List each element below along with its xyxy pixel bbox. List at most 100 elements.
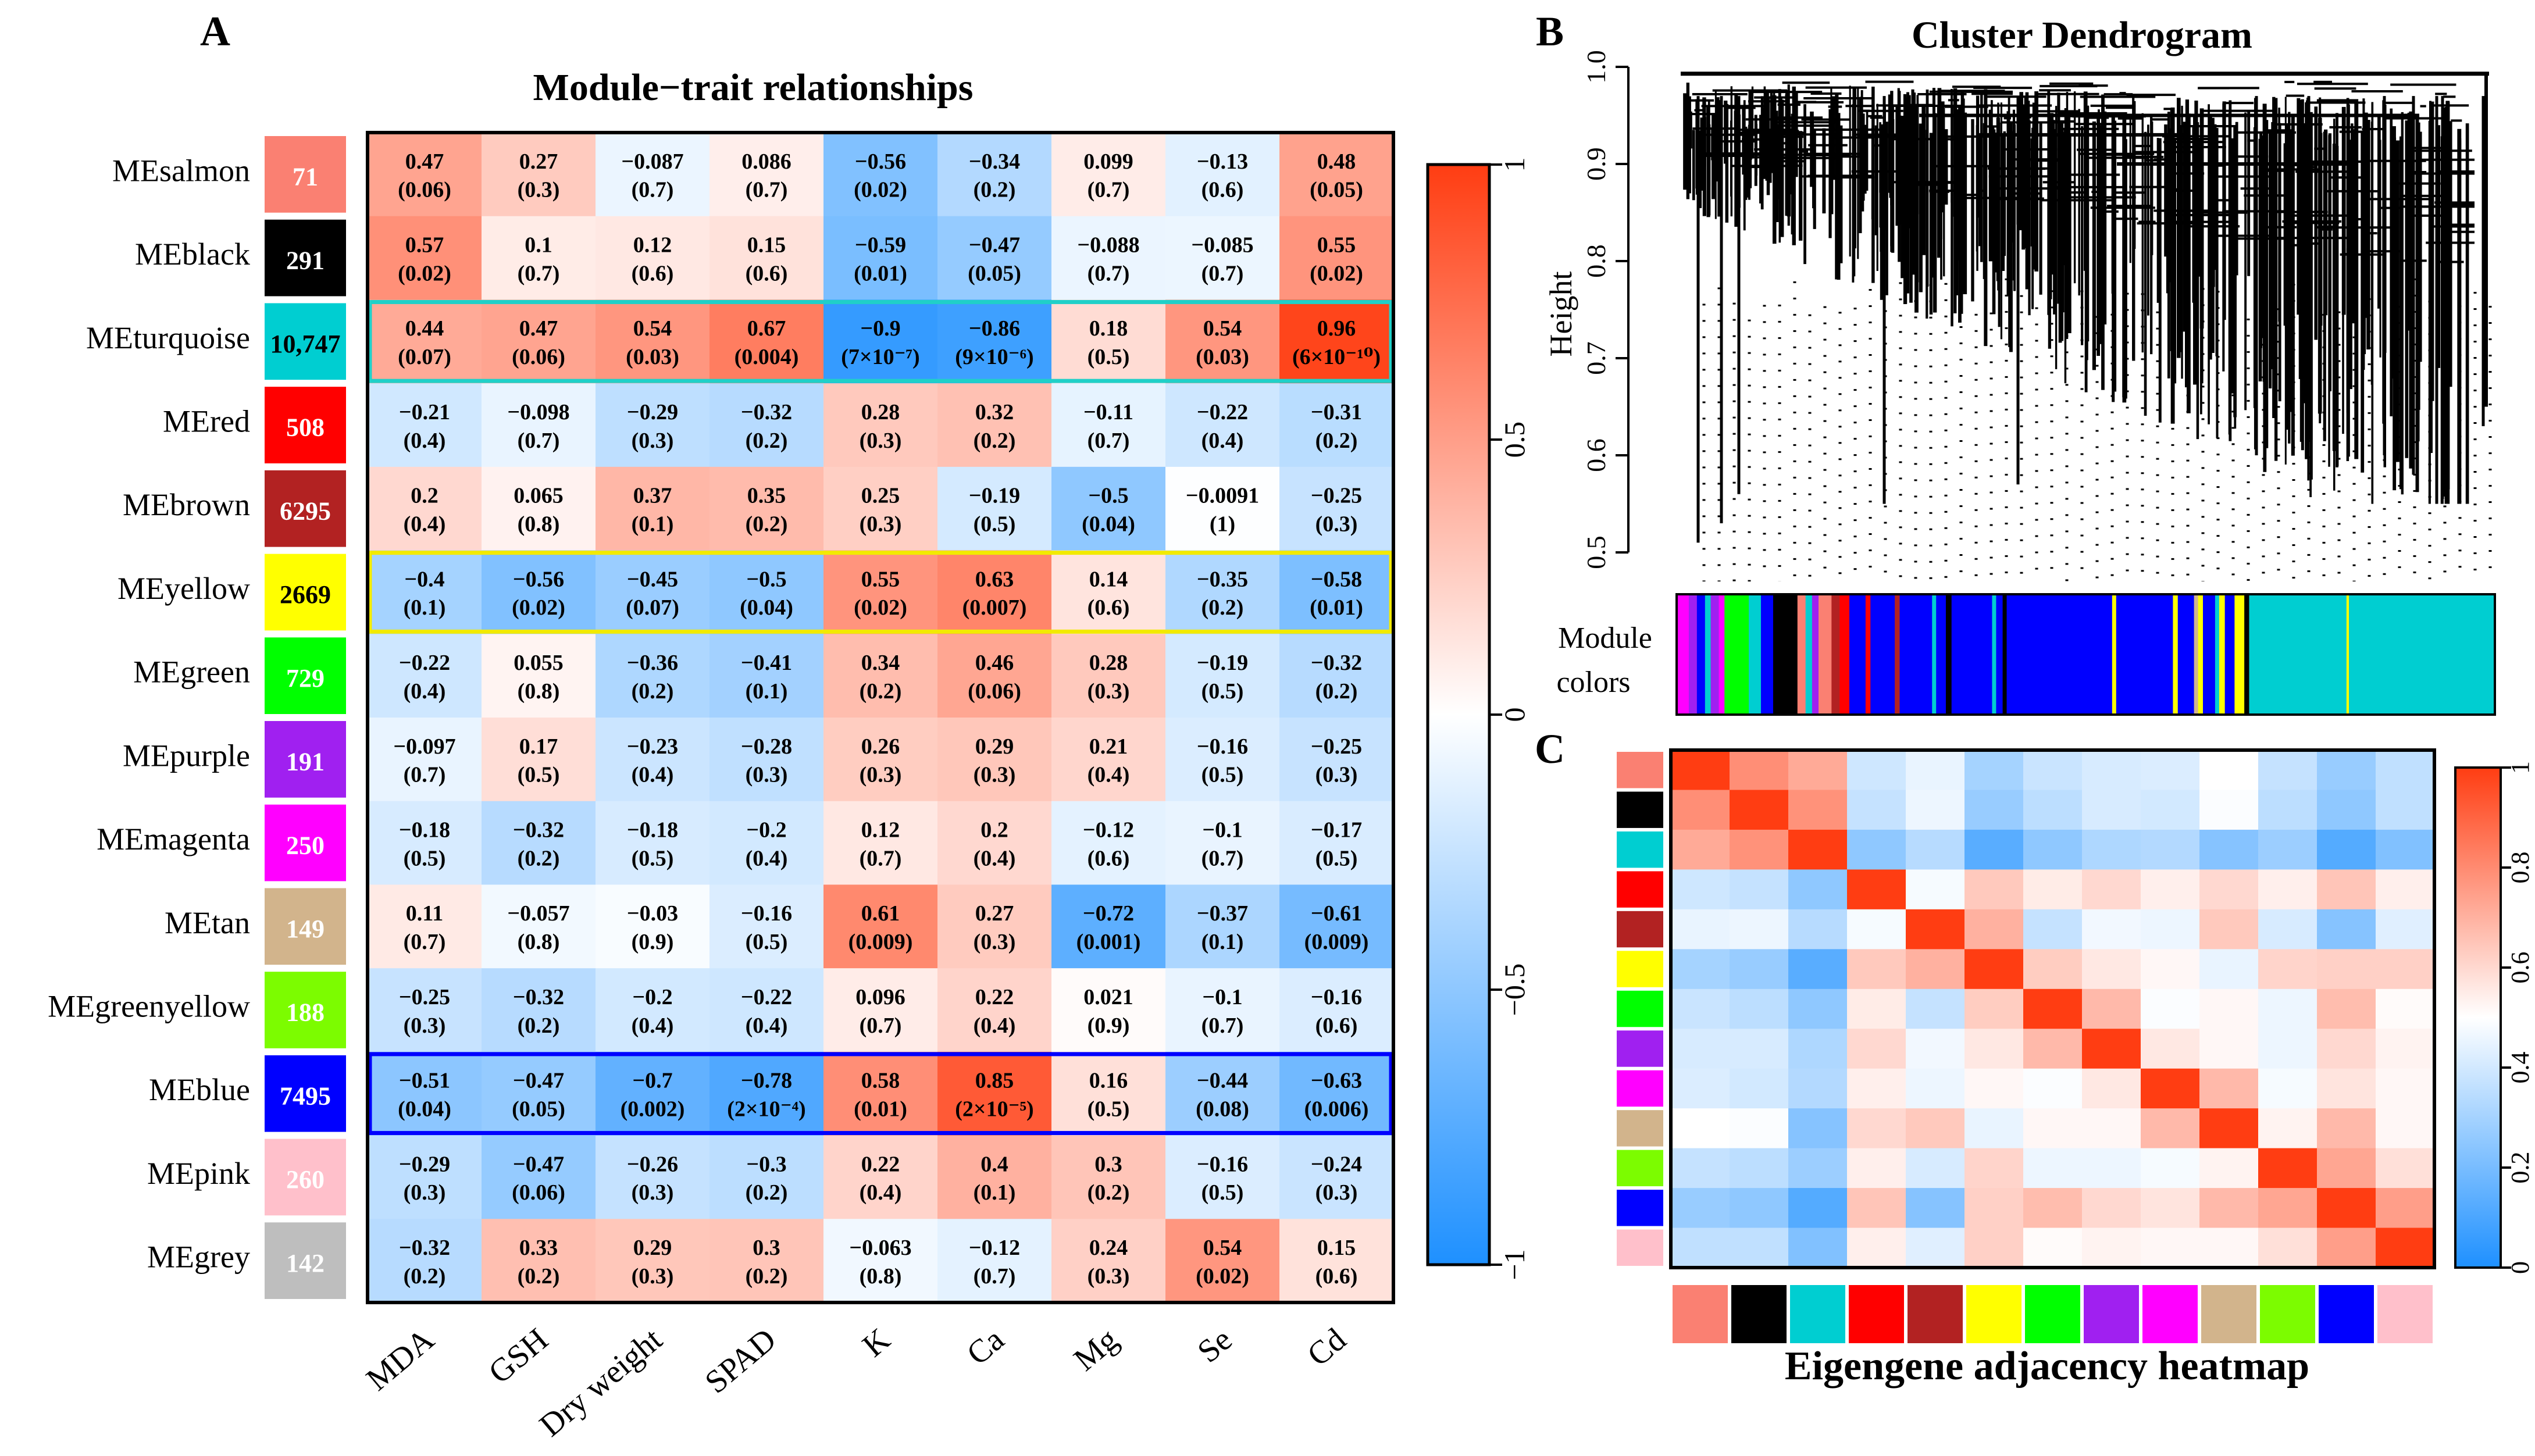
heatmap-a-cell-p: (0.05) [512, 1097, 565, 1122]
heatmap-a-cell [1279, 884, 1394, 969]
heatmap-a-cell [1051, 133, 1166, 217]
heatmap-a-cell-r: 0.55 [1317, 233, 1356, 258]
heatmap-a-cell-r: 0.48 [1317, 149, 1356, 174]
heatmap-a-cell-p: (0.02) [1196, 1264, 1249, 1289]
heatmap-a-cell-r: −0.098 [507, 400, 569, 424]
heatmap-c-col-swatch [2377, 1285, 2433, 1343]
heatmap-a-cell-p: (0.002) [621, 1097, 685, 1122]
heatmap-a-cell-r: 0.16 [1089, 1069, 1128, 1093]
heatmap-a-col-label: GSH [482, 1321, 555, 1391]
heatmap-a-cell-p: (0.5) [1315, 846, 1358, 870]
heatmap-a-cell-r: −0.36 [627, 651, 678, 675]
cluster-dendrogram: Cluster Dendrogram Height 0.5 0.6 0.7 0.8 0.… [1543, 14, 2496, 716]
heatmap-a-cell [937, 884, 1052, 969]
module-swatch-purple [265, 721, 346, 798]
heatmap-c-cell [1730, 1148, 1789, 1189]
heatmap-a-cell-r: 0.34 [861, 651, 900, 675]
heatmap-c-cell [2317, 988, 2376, 1029]
heatmap-a-cell-r: −0.12 [969, 1236, 1020, 1260]
heatmap-c-cell [2082, 1029, 2141, 1069]
heatmap-a-cell [596, 299, 710, 384]
heatmap-a-cell-p: (0.06) [398, 178, 451, 202]
heatmap-c-cell [2141, 1108, 2200, 1149]
heatmap-a-cell-p: (0.06) [512, 1180, 565, 1205]
heatmap-c-cell [2258, 1148, 2317, 1189]
heatmap-a-cell-r: −0.088 [1077, 233, 1139, 258]
heatmap-a-cell-p: (0.3) [518, 178, 560, 202]
module-swatch-grey [265, 1222, 346, 1299]
heatmap-c-cell [2376, 1029, 2435, 1069]
heatmap-a-row-label: MEturquoise [86, 320, 250, 355]
heatmap-a-cell [368, 968, 482, 1052]
heatmap-a-cell-r: 0.15 [1317, 1236, 1356, 1260]
heatmap-c-cell [2082, 949, 2141, 990]
heatmap-a-cell-p: (0.2) [860, 679, 902, 704]
heatmap-c-cell [2258, 909, 2317, 950]
heatmap-c-cell [2199, 869, 2259, 910]
heatmap-c-cell [1671, 1227, 1730, 1268]
heatmap-a-cell-p: (0.7) [1088, 261, 1130, 286]
heatmap-a-cell-r: 0.85 [975, 1069, 1014, 1093]
heatmap-a-cell [1051, 1051, 1166, 1136]
module-color-segment [1936, 594, 1946, 715]
heatmap-a-cell [482, 550, 596, 634]
dendrogram-ytick-label: 0.5 [1581, 536, 1611, 569]
heatmap-c-cell [2317, 1148, 2376, 1189]
heatmap-a-col-label: Se [1191, 1321, 1239, 1369]
heatmap-a-cell-r: 0.4 [981, 1152, 1008, 1176]
heatmap-a-cell-r: 0.44 [405, 316, 444, 341]
heatmap-a-cell-r: −0.29 [399, 1152, 450, 1176]
heatmap-a-cell-p: (0.3) [632, 1180, 674, 1205]
heatmap-c-cell [2376, 790, 2435, 830]
heatmap-a-cell-p: (0.02) [854, 595, 907, 620]
module-color-segment [2346, 594, 2349, 715]
heatmap-a-cell [823, 133, 938, 217]
heatmap-a-cell [368, 634, 482, 718]
heatmap-a-cell-p: (0.6) [1315, 1014, 1358, 1038]
heatmap-a-cell-r: 0.096 [855, 985, 905, 1009]
heatmap-a-cell [1051, 216, 1166, 300]
module-color-segment [1718, 594, 1725, 715]
heatmap-a-cell [709, 383, 824, 468]
heatmap-a-cell-r: −0.32 [513, 818, 564, 843]
module-gene-count: 71 [293, 163, 318, 191]
heatmap-c-cell [2141, 750, 2200, 790]
heatmap-a-cell-p: (0.7) [1201, 846, 1244, 870]
heatmap-a-cell-p: (0.3) [974, 763, 1016, 787]
heatmap-a-cell-r: −0.72 [1083, 901, 1134, 926]
heatmap-a-cell-r: −0.1 [1202, 818, 1242, 843]
heatmap-a-cell [823, 1051, 938, 1136]
heatmap-c-cell [1788, 1148, 1848, 1189]
heatmap-a-cell [1279, 968, 1394, 1052]
heatmap-a-cell [596, 1135, 710, 1219]
heatmap-a-cell-r: 0.47 [519, 316, 558, 341]
module-swatch-tan [265, 888, 346, 965]
heatmap-a-cell-r: −0.47 [969, 233, 1020, 258]
heatmap-a-cell [1279, 718, 1394, 802]
heatmap-a-cell [937, 801, 1052, 885]
heatmap-a-cell-p: (0.006) [1304, 1097, 1369, 1122]
module-gene-count: 508 [286, 413, 325, 442]
heatmap-a-cell [709, 216, 824, 300]
heatmap-c-cell [1906, 1227, 1965, 1268]
heatmap-c-cell [2082, 829, 2141, 870]
heatmap-a-cell-p: (0.7) [974, 1264, 1016, 1289]
heatmap-a-cell [1051, 718, 1166, 802]
heatmap-a-cell [1051, 383, 1166, 468]
heatmap-a-cell [937, 550, 1052, 634]
heatmap-c-cell [2082, 1108, 2141, 1149]
module-color-segment [1797, 594, 1806, 715]
heatmap-c-col-swatch [1908, 1285, 1963, 1343]
module-swatch-salmon [265, 136, 346, 213]
heatmap-a-cell-p: (0.7) [518, 429, 560, 453]
module-color-segment [1805, 594, 1813, 715]
heatmap-a-cell [482, 1219, 596, 1303]
heatmap-c-cell [1671, 1108, 1730, 1149]
colorbar-c-tick-label: 0.8 [2506, 852, 2534, 884]
heatmap-c-cell [1788, 750, 1848, 790]
module-color-segment [1696, 594, 1706, 715]
heatmap-a-cell-p: (0.7) [1201, 1014, 1244, 1038]
heatmap-a-cell-p: (0.06) [512, 345, 565, 369]
heatmap-a-cell-r: −0.18 [399, 818, 450, 843]
